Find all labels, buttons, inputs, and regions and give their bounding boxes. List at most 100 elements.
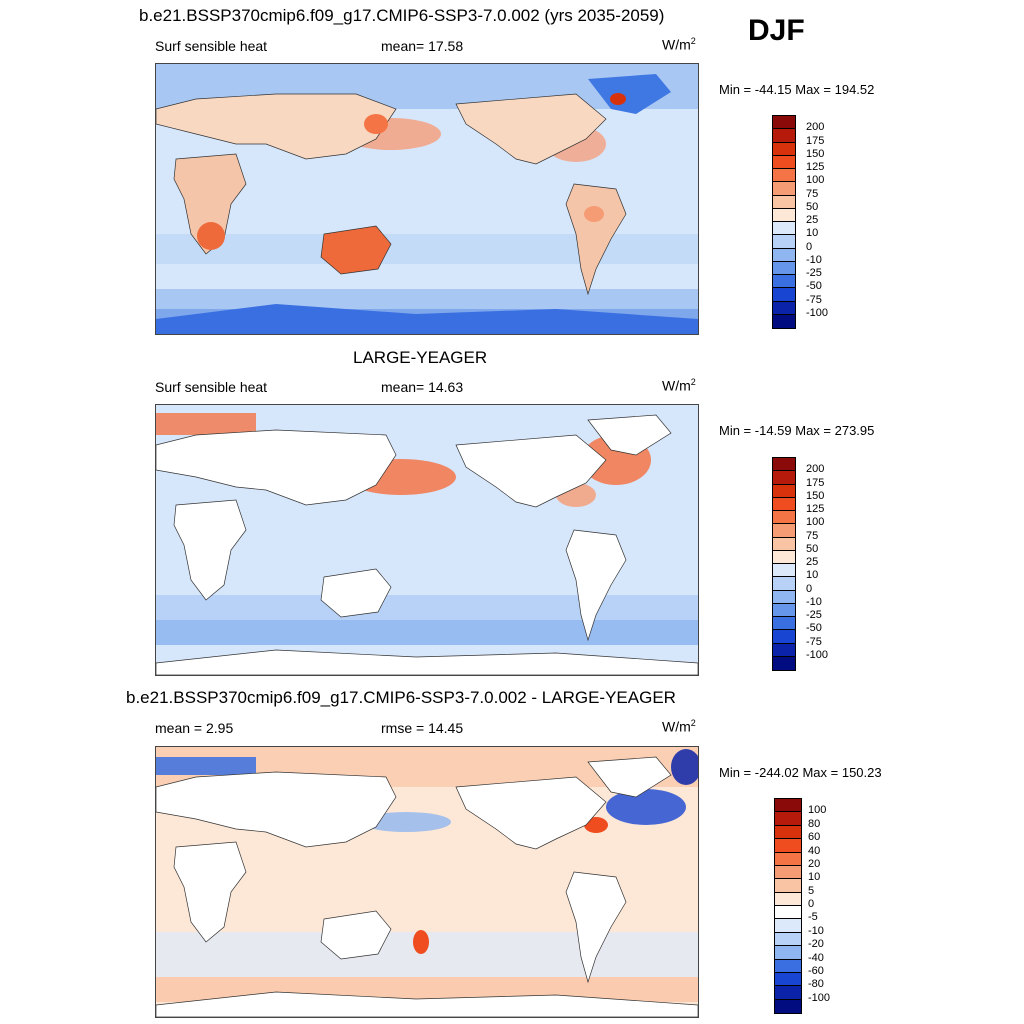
colorbar-level-label: 150: [806, 489, 825, 502]
colorbar-swatch: [775, 919, 801, 933]
colorbar-swatch: [775, 972, 801, 987]
colorbar-level-label: 75: [806, 529, 819, 542]
colorbar-level-label: 10: [806, 227, 819, 240]
colorbar-level-label: 60: [808, 831, 821, 844]
panel-3-title: b.e21.BSSP370cmip6.f09_g17.CMIP6-SSP3-7.…: [126, 688, 676, 707]
panel-2-variable-label: Surf sensible heat: [155, 379, 268, 395]
panel-3-map-canvas: [156, 747, 698, 1017]
colorbar-level-label: 75: [806, 187, 819, 200]
colorbar-level-label: 100: [806, 516, 825, 529]
colorbar-level-label: 0: [806, 582, 813, 595]
colorbar-swatch: [773, 129, 795, 143]
colorbar-level-label: 100: [806, 174, 825, 187]
colorbar-swatch: [773, 208, 795, 222]
panel-2-colorbar-labels: 200 175 150 125 100 75 50 25 10 0 -10 -25 -50 -75 -100: [806, 457, 846, 669]
panel-3-minmax: Min = -244.02 Max = 150.23: [719, 765, 882, 780]
colorbar-level-label: -50: [806, 622, 822, 635]
colorbar-swatch: [775, 812, 801, 826]
colorbar-swatch: [773, 195, 795, 209]
colorbar-swatch: [773, 248, 795, 262]
colorbar-level-label: 0: [808, 898, 815, 910]
colorbar-swatch: [775, 825, 801, 840]
panel-1-title: b.e21.BSSP370cmip6.f09_g17.CMIP6-SSP3-7.…: [139, 6, 665, 25]
colorbar-swatch: [775, 839, 801, 853]
colorbar-swatch: [773, 630, 795, 644]
colorbar-swatch: [773, 169, 795, 183]
colorbar-swatch: [773, 261, 795, 275]
colorbar-level-label: -10: [806, 595, 822, 608]
colorbar-swatch: [775, 906, 801, 920]
colorbar-level-label: 25: [806, 556, 819, 568]
colorbar-level-label: 50: [806, 200, 819, 213]
colorbar-level-label: -10: [808, 924, 824, 937]
panel-1-map: [155, 63, 699, 335]
colorbar-level-label: 20: [808, 857, 821, 870]
colorbar-level-label: 150: [806, 147, 825, 160]
colorbar-level-label: 80: [808, 817, 821, 830]
colorbar-swatch: [773, 603, 795, 617]
colorbar-swatch: [773, 235, 795, 249]
panel-1-map-canvas: [156, 64, 698, 334]
panel-2-map: [155, 404, 699, 676]
colorbar-level-label: -20: [808, 938, 824, 951]
colorbar-level-label: -100: [806, 306, 829, 319]
colorbar-swatch: [775, 932, 801, 947]
colorbar-level-label: -25: [806, 609, 822, 621]
colorbar-swatch: [775, 986, 801, 1000]
colorbar-swatch: [775, 879, 801, 893]
colorbar-swatch: [773, 182, 795, 196]
colorbar-swatch: [773, 301, 795, 315]
colorbar-level-label: 125: [806, 161, 825, 173]
colorbar-swatch: [775, 959, 801, 973]
colorbar-swatch: [773, 511, 795, 525]
colorbar-swatch: [775, 799, 801, 813]
colorbar-level-label: 0: [806, 240, 813, 253]
colorbar-swatch: [773, 288, 795, 302]
colorbar-level-label: -25: [806, 267, 822, 279]
colorbar-swatch: [773, 497, 795, 511]
panel-1-units: W/m2: [662, 36, 696, 53]
colorbar-level-label: 100: [808, 804, 827, 817]
colorbar-level-label: 10: [806, 569, 819, 582]
colorbar-swatch: [773, 577, 795, 591]
colorbar-level-label: -100: [808, 991, 831, 1004]
colorbar-level-label: -75: [806, 635, 822, 648]
colorbar-level-label: -5: [808, 911, 818, 924]
panel-1-colorbar-labels: 200 175 150 125 100 75 50 25 10 0 -10 -25 -50 -75 -100: [806, 115, 846, 327]
colorbar-swatch: [773, 275, 795, 289]
panel-3-rmse-label: rmse = 14.45: [381, 720, 464, 736]
colorbar-level-label: -100: [806, 648, 829, 661]
panel-2-colorbar: [772, 457, 796, 671]
colorbar-swatch: [773, 314, 795, 328]
panel-3-mean-label: mean = 2.95: [155, 720, 234, 736]
colorbar-swatch: [773, 656, 795, 670]
colorbar-level-label: 50: [806, 542, 819, 555]
colorbar-swatch: [773, 458, 795, 472]
colorbar-level-label: 5: [808, 884, 815, 897]
colorbar-level-label: 25: [806, 214, 819, 226]
panel-2-units: W/m2: [662, 377, 696, 394]
panel-3-colorbar: [774, 798, 802, 1014]
colorbar-level-label: 40: [808, 844, 821, 857]
colorbar-level-label: 125: [806, 503, 825, 515]
panel-3-colorbar-labels: 100 80 60 40 20 10 5 0 -5 -10 -20 -40 -60 -80 -100: [808, 798, 848, 1012]
colorbar-swatch: [773, 484, 795, 498]
colorbar-level-label: 200: [806, 463, 825, 476]
colorbar-level-label: 175: [806, 476, 825, 489]
colorbar-level-label: -75: [806, 293, 822, 306]
colorbar-swatch: [773, 537, 795, 551]
colorbar-level-label: -80: [808, 978, 824, 991]
colorbar-level-label: 10: [808, 871, 821, 884]
colorbar-level-label: -40: [808, 951, 824, 964]
panel-3-units: W/m2: [662, 718, 696, 735]
colorbar-level-label: 175: [806, 134, 825, 147]
colorbar-level-label: -60: [808, 964, 824, 977]
colorbar-swatch: [773, 643, 795, 657]
panel-1-colorbar: [772, 115, 796, 329]
panel-1-minmax: Min = -44.15 Max = 194.52: [719, 82, 875, 97]
colorbar-swatch: [773, 617, 795, 631]
panel-1-mean-label: mean= 17.58: [381, 38, 464, 54]
panel-2-mean-label: mean= 14.63: [381, 379, 464, 395]
colorbar-level-label: -50: [806, 280, 822, 293]
colorbar-swatch: [773, 116, 795, 130]
